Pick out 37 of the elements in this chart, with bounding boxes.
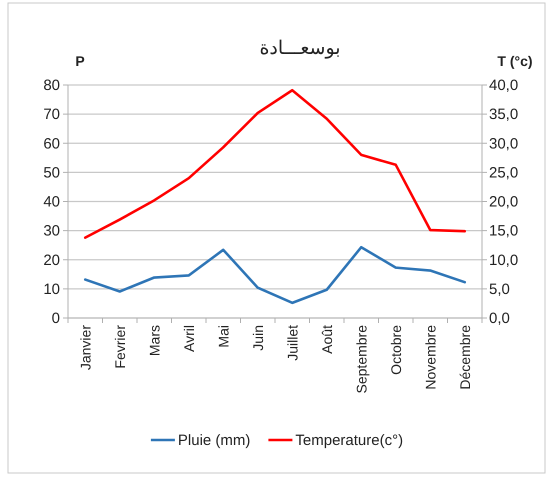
line-series [84, 246, 466, 304]
chart-title: بوسعـــادة [259, 37, 341, 59]
x-tick-label: Mai [215, 325, 232, 348]
x-tick-label: Janvier [77, 324, 94, 370]
y-tick-label: 60 [43, 135, 60, 152]
y2-tick-label: 35,0 [489, 106, 518, 124]
x-tick-label: Août [318, 324, 335, 354]
legend-label: Pluie (mm) [178, 432, 250, 449]
y2-tick-label: 5,0 [489, 280, 510, 298]
y-tick-label: 20 [43, 252, 60, 269]
y2-axis-title: T (°c) [497, 53, 533, 69]
x-tick-label: Juillet [284, 324, 300, 361]
x-tick-label: Mars [146, 325, 162, 356]
y-axis-title: P [75, 53, 85, 69]
x-tick-label: Septembre [353, 324, 370, 394]
y2-tick-label: 10,0 [489, 252, 518, 269]
y2-tick-label: 25,0 [489, 164, 518, 182]
x-tick-label: Juin [250, 325, 266, 351]
line-series [84, 88, 466, 239]
y-tick-label: 80 [43, 77, 60, 94]
x-tick-label: Décembre [456, 324, 473, 390]
legend-label: Temperature(c°) [295, 432, 404, 449]
x-tick-label: Octobre [388, 324, 404, 375]
y-tick-label: 70 [43, 106, 60, 124]
y-tick-label: 40 [43, 194, 60, 210]
y-tick-label: 30 [43, 222, 60, 240]
x-tick-label: Fevrier [112, 324, 128, 369]
y2-tick-label: 0,0 [489, 310, 510, 327]
y2-tick-label: 15,0 [489, 222, 518, 240]
x-tick-label: Novembre [422, 324, 438, 390]
x-tick-label: Avril [180, 325, 197, 352]
y-tick-label: 0 [52, 310, 60, 327]
y2-tick-label: 40,0 [489, 77, 518, 94]
y-tick-label: 50 [43, 164, 60, 182]
y2-tick-label: 20,0 [489, 194, 518, 210]
y-tick-label: 10 [43, 280, 60, 298]
y2-tick-label: 30,0 [489, 135, 518, 152]
